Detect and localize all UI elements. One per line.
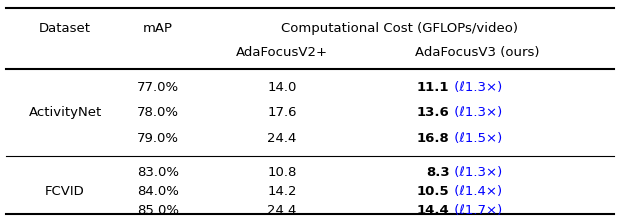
Text: AdaFocusV3 (ours): AdaFocusV3 (ours): [415, 46, 539, 59]
Text: 11.1: 11.1: [417, 81, 450, 94]
Text: Computational Cost (GFLOPs/video): Computational Cost (GFLOPs/video): [281, 22, 518, 35]
Text: 14.4: 14.4: [417, 204, 450, 217]
Text: mAP: mAP: [143, 22, 173, 35]
Text: 85.0%: 85.0%: [137, 204, 179, 217]
Text: 78.0%: 78.0%: [137, 106, 179, 119]
Text: (ℓ1.3×): (ℓ1.3×): [450, 81, 502, 94]
Text: 77.0%: 77.0%: [137, 81, 179, 94]
Text: 17.6: 17.6: [267, 106, 297, 119]
Text: 24.4: 24.4: [267, 204, 297, 217]
Text: (ℓ1.3×): (ℓ1.3×): [450, 106, 502, 119]
Text: 10.5: 10.5: [417, 185, 450, 198]
Text: (ℓ1.4×): (ℓ1.4×): [450, 185, 502, 198]
Text: (ℓ1.7×): (ℓ1.7×): [450, 204, 502, 217]
Text: 8.3: 8.3: [426, 166, 450, 179]
Text: 10.8: 10.8: [267, 166, 297, 179]
Text: 79.0%: 79.0%: [137, 132, 179, 145]
Text: 14.0: 14.0: [267, 81, 297, 94]
Text: AdaFocusV2+: AdaFocusV2+: [236, 46, 328, 59]
Text: (ℓ1.5×): (ℓ1.5×): [450, 132, 502, 145]
Text: 24.4: 24.4: [267, 132, 297, 145]
Text: 14.2: 14.2: [267, 185, 297, 198]
Text: 83.0%: 83.0%: [137, 166, 179, 179]
Text: (ℓ1.3×): (ℓ1.3×): [450, 166, 502, 179]
Text: 13.6: 13.6: [417, 106, 450, 119]
Text: ActivityNet: ActivityNet: [29, 106, 102, 119]
Text: FCVID: FCVID: [45, 185, 85, 198]
Text: 16.8: 16.8: [417, 132, 450, 145]
Text: Dataset: Dataset: [39, 22, 91, 35]
Text: 84.0%: 84.0%: [137, 185, 179, 198]
